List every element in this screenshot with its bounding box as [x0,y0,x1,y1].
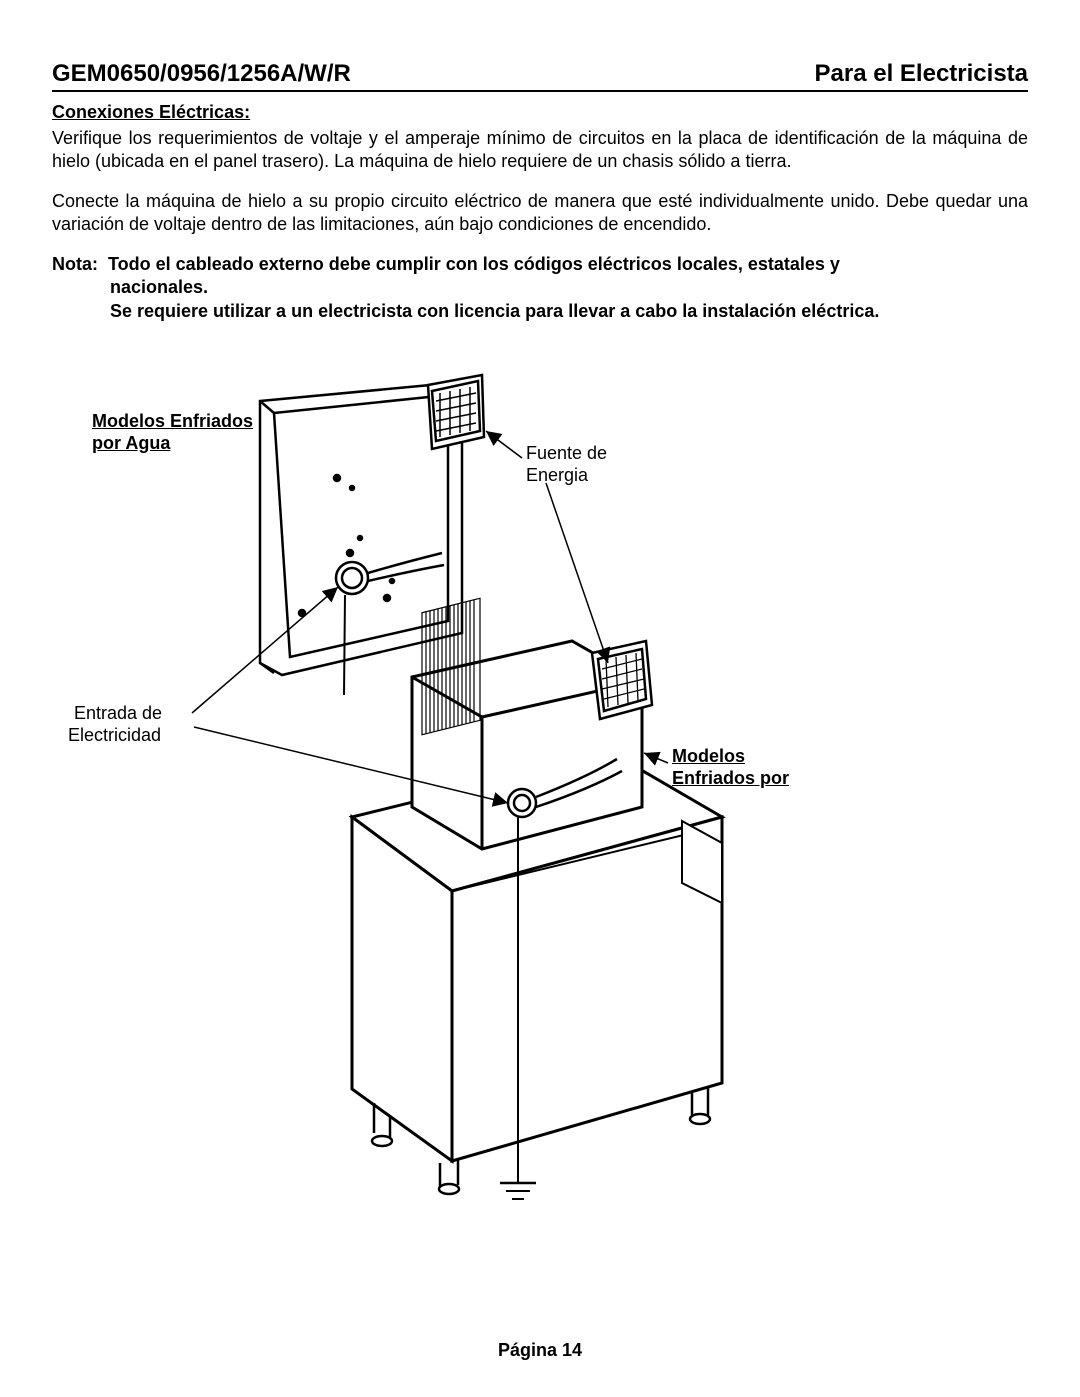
note-prefix: Nota: [52,254,98,274]
label-air-cooled: Modelos Enfriados por [672,746,789,789]
page-footer: Página 14 [0,1340,1080,1361]
note-line2: nacionales. [110,276,1028,299]
label-air-l2: Enfriados por [672,768,789,788]
label-power-l1: Fuente de [526,443,607,463]
label-power-source: Fuente de Energia [526,443,607,486]
header-model: GEM0650/0956/1256A/W/R [52,60,351,88]
note-line3: Se requiere utilizar a un electricista c… [110,300,1028,323]
paragraph-1: Verifique los requerimientos de voltaje … [52,127,1028,172]
diagram: Modelos Enfriados por Agua Fuente de Ene… [52,363,1028,1223]
label-water-cooled-l2: por Agua [92,433,170,453]
diagram-svg [52,363,1028,1223]
section-title: Conexiones Eléctricas: [52,102,1028,123]
label-elec-inlet: Entrada de Electricidad [74,703,162,746]
label-air-l1: Modelos [672,746,745,766]
label-power-l2: Energia [526,465,588,485]
header-section: Para el Electricista [815,60,1028,88]
label-water-cooled: Modelos Enfriados por Agua [92,411,253,454]
note-block: Nota: Todo el cableado externo debe cump… [52,253,1028,323]
label-elec-l1: Entrada de [74,703,162,723]
paragraph-2: Conecte la máquina de hielo a su propio … [52,190,1028,235]
label-elec-l2: Electricidad [68,725,161,745]
note-line1: Todo el cableado externo debe cumplir co… [108,254,840,274]
page-header: GEM0650/0956/1256A/W/R Para el Electrici… [52,60,1028,92]
label-water-cooled-l1: Modelos Enfriados [92,411,253,431]
